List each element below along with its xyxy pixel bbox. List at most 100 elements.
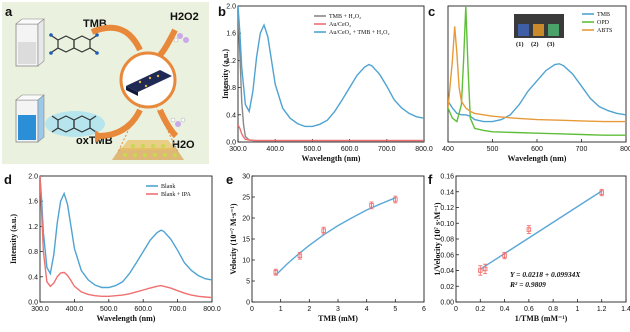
x-tick-label-c: 400 [442, 146, 454, 153]
fit-line-e [275, 197, 396, 276]
y-axis-label-e: Velocity (10⁻⁷ M·s⁻¹) [229, 203, 238, 274]
panel-a: a [2, 2, 209, 164]
data-point-f [599, 190, 604, 195]
plot-frame-e [251, 175, 425, 303]
vial-label-2: (2) [531, 41, 539, 48]
h2o-label: H2O [172, 139, 195, 151]
arrow-h2o2-icon [157, 28, 178, 58]
x-axis-label-c: Wavelength (nm) [508, 154, 567, 163]
data-point-e [393, 197, 398, 202]
y-tick-label-b: 0.4 [226, 112, 236, 119]
y-tick-label-e: 15 [242, 237, 250, 244]
legend-label-b-1: Au/CeO₂ [329, 22, 351, 28]
y-tick-label-b: 0.8 [226, 85, 236, 92]
h2o2-molecule-icon [173, 33, 189, 43]
series-line-d-0 [40, 176, 212, 289]
x-tick-label-b: 600.0 [341, 146, 359, 153]
y-tick-label-f: 0.14 [440, 189, 454, 196]
y-tick-label-e: 5 [246, 279, 250, 286]
x-tick-label-f: 0.4 [500, 306, 510, 313]
x-axis-label-f: 1/TMB (mM⁻¹) [515, 314, 568, 323]
x-tick-label-f: 1.2 [597, 306, 607, 313]
fit-line-f [479, 190, 603, 270]
y-axis-label-f: 1/Velocity (10⁷ s·M⁻¹) [433, 202, 442, 275]
h2o2-label: H2O2 [170, 11, 199, 23]
vial-abts-icon [548, 24, 559, 36]
x-tick-label-e: 5 [393, 306, 397, 313]
crystal-lattice-icon [112, 140, 184, 160]
x-tick-label-c: 800 [620, 146, 630, 153]
legend-label-d-1: Blank + IPA [161, 192, 192, 198]
vial-opd-icon [533, 24, 544, 36]
data-point-f [502, 253, 507, 258]
x-tick-label-e: 6 [422, 306, 426, 313]
fit-equation: Y = 0.0218 + 0.09934X [510, 270, 581, 279]
x-tick-label-e: 4 [365, 306, 369, 313]
y-tick-label-f: 0.04 [440, 268, 454, 275]
arrow-out-icon [99, 108, 143, 139]
x-tick-label-f: 1 [575, 306, 579, 313]
x-tick-label-c: 500 [487, 146, 499, 153]
x-tick-label-b: 400.0 [266, 146, 284, 153]
series-line-d-1 [40, 176, 212, 299]
y-axis-label-d: Intensity (a.u.) [9, 214, 18, 264]
y-tick-label-d: 0.8 [28, 249, 38, 256]
x-tick-label-f: 0 [454, 306, 458, 313]
x-tick-label-f: 1.4 [621, 306, 630, 313]
y-tick-label-f: 0.02 [440, 284, 454, 291]
x-tick-label-f: 0.8 [548, 306, 558, 313]
data-point-f [482, 266, 488, 272]
y-tick-label-e: 20 [242, 216, 250, 223]
x-tick-label-b: 300.0 [229, 146, 247, 153]
legend-label-d-0: Blank [161, 184, 175, 190]
legend-label-c-0: TMB [597, 12, 610, 18]
x-tick-label-d: 700.0 [169, 306, 187, 313]
panel-d-label: d [4, 172, 12, 187]
data-point-e [321, 228, 326, 233]
x-tick-label-e: 2 [307, 306, 311, 313]
y-tick-label-d: 0.4 [28, 274, 38, 281]
y-tick-label-f: 0.10 [440, 221, 454, 228]
panel-b-label: b [218, 4, 226, 19]
x-tick-label-e: 1 [279, 306, 283, 313]
x-axis-label-e: TMB (mM) [318, 314, 358, 323]
y-tick-label-f: 0.00 [440, 300, 454, 307]
y-tick-label-d: 2.0 [28, 174, 38, 181]
y-tick-label-e: 30 [242, 174, 250, 181]
series-line-b-1 [238, 124, 424, 142]
x-axis-label-d: Wavelength (nm) [97, 314, 156, 323]
h2o-molecule-icon [170, 117, 186, 127]
vial-label-3: (3) [547, 41, 555, 48]
plot-frame-b [237, 5, 425, 143]
data-point-e [369, 203, 374, 208]
x-tick-label-e: 3 [336, 306, 340, 313]
y-tick-label-b: 1.6 [226, 31, 236, 38]
x-tick-label-c: 700 [576, 146, 588, 153]
x-tick-label-b: 500.0 [304, 146, 322, 153]
cuvette-clear-icon [15, 18, 45, 67]
y-tick-label-f: 0.16 [440, 174, 454, 181]
x-tick-label-d: 300.0 [31, 306, 49, 313]
legend-label-b-0: TMB + H₂O₂ [329, 14, 361, 20]
y-tick-label-e: 25 [242, 195, 250, 202]
y-axis-label-b: Intensity (a.u.) [221, 49, 230, 99]
y-tick-label-d: 1.2 [28, 224, 38, 231]
y-tick-label-e: 0 [246, 300, 250, 307]
chart-c: 400 500 600 700 800 Wavelength (nm) TMB OPD ABTS [442, 5, 630, 163]
series-line-c-0 [448, 63, 626, 123]
panel-e-label: e [226, 172, 233, 187]
x-tick-label-d: 600.0 [134, 306, 152, 313]
chart-f: 0 0.2 0.4 0.6 0.8 1 1.2 1.4 0.00 0.02 0.04 0.06 0.08… [433, 174, 630, 324]
oxtmb-molecule-icon [45, 111, 105, 137]
series-line-c-2 [448, 26, 626, 123]
x-tick-label-d: 500.0 [100, 306, 118, 313]
data-point-f [526, 227, 532, 232]
y-tick-label-d: 1.6 [28, 199, 38, 206]
x-axis-label-b: Wavelength (nm) [302, 154, 361, 163]
y-tick-label-b: 1.2 [226, 58, 236, 65]
vial-tmb-icon [518, 24, 529, 36]
arrow-head-out-icon [95, 130, 104, 143]
series-line-c-1 [448, 6, 626, 136]
y-tick-label-d: 0.0 [28, 300, 38, 307]
